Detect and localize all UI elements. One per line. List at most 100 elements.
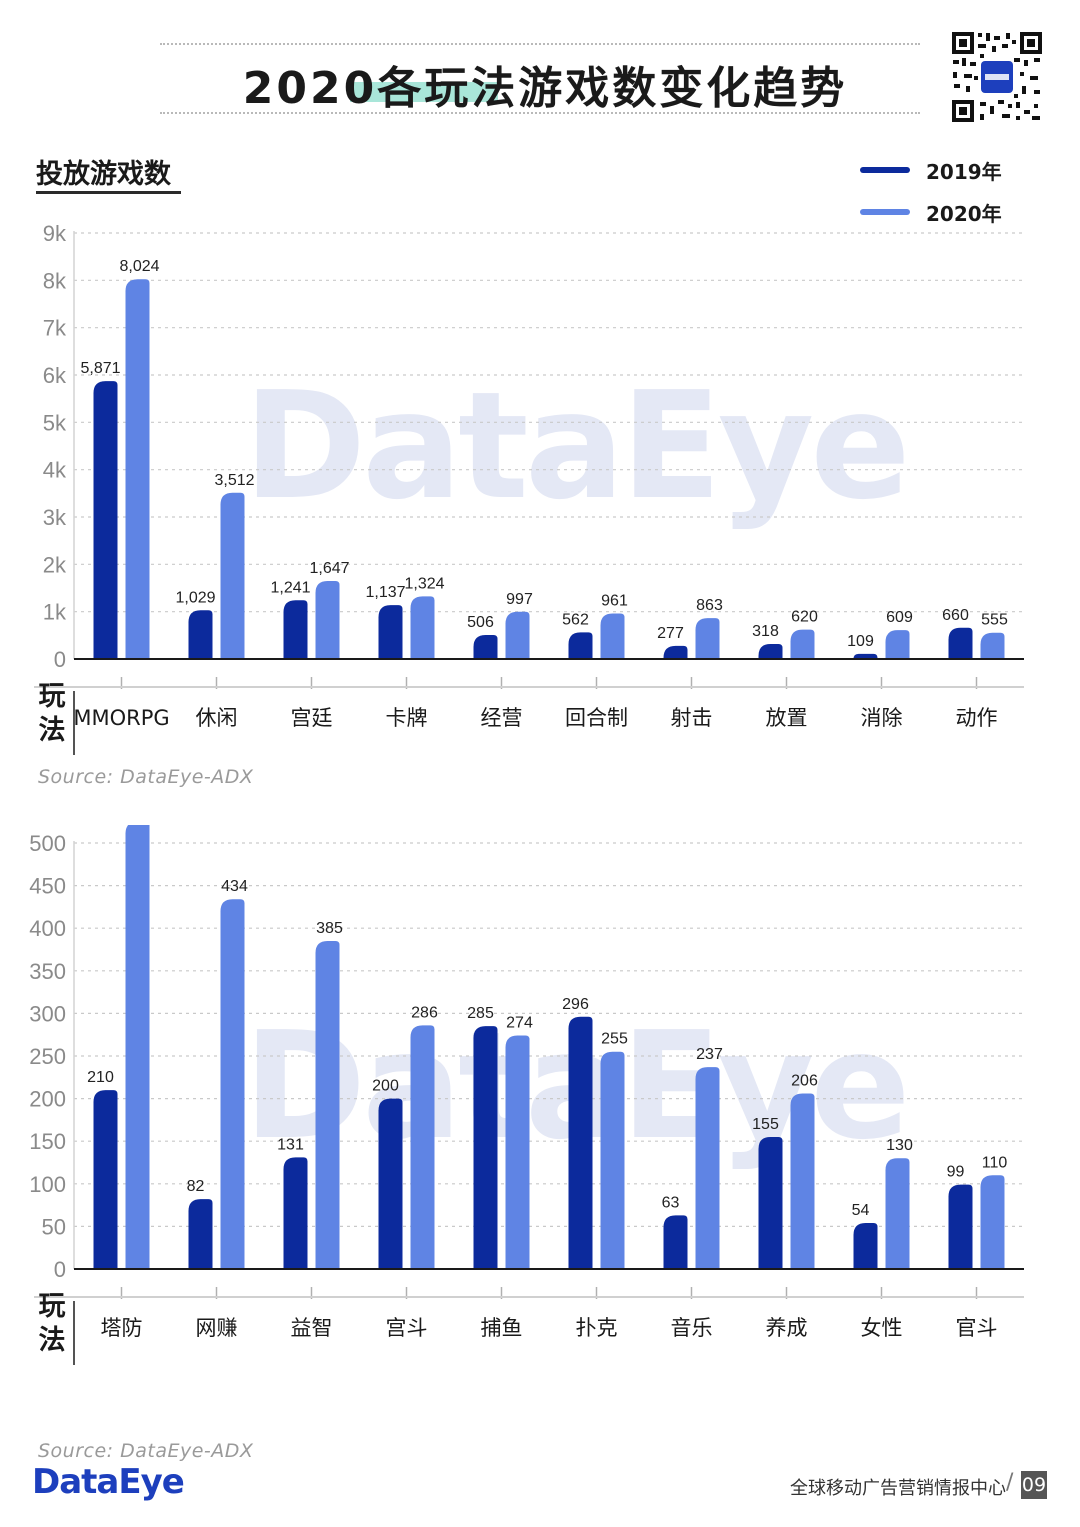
y-tick-label: 3k bbox=[43, 505, 67, 530]
y-tick-label: 6k bbox=[43, 363, 67, 388]
section-title: 投放游戏数 bbox=[36, 159, 171, 190]
bar-2019年 bbox=[853, 1222, 878, 1269]
x-axis-label: 玩 bbox=[39, 1291, 66, 1322]
data-label: 660 bbox=[942, 607, 969, 624]
category-label: 宫斗 bbox=[386, 1316, 428, 1340]
bar-2020年 bbox=[410, 1025, 435, 1269]
data-label: 997 bbox=[506, 591, 533, 608]
category-label: 动作 bbox=[956, 706, 998, 730]
bar-2020年 bbox=[600, 1051, 625, 1269]
y-tick-label: 5k bbox=[43, 410, 67, 435]
data-label: 82 bbox=[187, 1178, 205, 1195]
footer-brand-logo: DataEye bbox=[32, 1462, 185, 1502]
bar-2020年 bbox=[220, 492, 245, 659]
bar-2019年 bbox=[283, 1157, 308, 1269]
bar-2019年 bbox=[283, 600, 308, 659]
category-label: 消除 bbox=[861, 706, 903, 730]
data-label: 555 bbox=[981, 612, 1008, 629]
bar-2020年 bbox=[125, 279, 150, 659]
data-label: 206 bbox=[791, 1072, 818, 1089]
qr-code-icon bbox=[950, 30, 1044, 124]
bar-2019年 bbox=[188, 610, 213, 659]
category-label: 经营 bbox=[481, 706, 523, 730]
title-bottom-rule bbox=[160, 112, 920, 114]
data-label: 109 bbox=[847, 633, 874, 650]
y-tick-label: 2k bbox=[43, 552, 67, 577]
data-label: 961 bbox=[601, 593, 628, 610]
category-label: MMORPG bbox=[73, 706, 169, 730]
footer-separator: / bbox=[1006, 1470, 1014, 1495]
x-axis-label: 玩 bbox=[39, 681, 66, 712]
data-label: 1,029 bbox=[175, 589, 215, 606]
footer-text: 全球移动广告营销情报中心 bbox=[790, 1478, 1006, 1499]
bar-2020年 bbox=[790, 1093, 815, 1269]
bar-2020年 bbox=[980, 632, 1005, 659]
data-label: 1,137 bbox=[365, 584, 405, 601]
category-label: 扑克 bbox=[576, 1316, 618, 1340]
y-tick-label: 250 bbox=[29, 1044, 66, 1069]
data-label: 434 bbox=[221, 878, 248, 895]
category-label: 捕鱼 bbox=[481, 1316, 523, 1340]
data-label: 277 bbox=[657, 625, 684, 642]
category-label: 宫廷 bbox=[291, 706, 333, 730]
title-highlight bbox=[350, 82, 498, 102]
bar-2020年 bbox=[410, 596, 435, 659]
data-label: 863 bbox=[696, 597, 723, 614]
y-tick-label: 500 bbox=[29, 831, 66, 856]
y-tick-label: 200 bbox=[29, 1087, 66, 1112]
bar-2019年 bbox=[758, 643, 783, 659]
category-label: 网赚 bbox=[196, 1316, 238, 1340]
data-label: 274 bbox=[506, 1015, 533, 1032]
category-label: 回合制 bbox=[565, 706, 628, 730]
bar-2020年 bbox=[220, 899, 245, 1269]
data-label: 609 bbox=[886, 609, 913, 626]
page-title: 2020各玩法游戏数变化趋势 bbox=[242, 63, 848, 114]
bar-2020年 bbox=[315, 581, 340, 659]
data-label: 1,647 bbox=[309, 560, 349, 577]
data-label: 1,324 bbox=[404, 575, 444, 592]
bar-2019年 bbox=[948, 627, 973, 659]
legend-swatch-2019 bbox=[860, 167, 910, 173]
bar-2020年 bbox=[315, 940, 340, 1269]
chart-top: DataEye 0 1k 2k 3k 4k 5k 6k 7k 8k 9k 5,871 8,024 MMOR… bbox=[34, 221, 1024, 755]
chart-bottom: DataEye050100150200250300350400450500210… bbox=[29, 825, 1024, 1365]
bar-2020年 bbox=[600, 613, 625, 659]
bar-2019年 bbox=[188, 1199, 213, 1269]
legend-label-2020: 2020年 bbox=[926, 201, 1002, 226]
bar-2020年 bbox=[695, 618, 720, 659]
y-tick-label: 50 bbox=[42, 1214, 66, 1239]
y-tick-label: 350 bbox=[29, 959, 66, 984]
bar-2020年 bbox=[885, 630, 910, 659]
bar-2020年 bbox=[980, 1175, 1005, 1269]
data-label: 286 bbox=[411, 1004, 438, 1021]
data-label: 63 bbox=[662, 1194, 680, 1211]
bar-2019年 bbox=[378, 1098, 403, 1269]
page-number: 09 bbox=[1021, 1471, 1047, 1499]
category-label: 射击 bbox=[671, 706, 713, 730]
data-label: 200 bbox=[372, 1078, 399, 1095]
data-label: 54 bbox=[852, 1202, 870, 1219]
data-label: 8,024 bbox=[119, 258, 159, 275]
data-label: 385 bbox=[316, 920, 343, 937]
bar-2020年 bbox=[885, 1158, 910, 1269]
bar-2020年 bbox=[790, 629, 815, 659]
bar-2019年 bbox=[93, 381, 118, 659]
bar-2020年 bbox=[695, 1067, 720, 1269]
bar-2020年 bbox=[505, 1035, 530, 1269]
y-tick-label: 0 bbox=[54, 647, 66, 672]
bar-2019年 bbox=[473, 1026, 498, 1269]
category-label: 休闲 bbox=[196, 706, 238, 730]
legend-item-2020: 2020年 bbox=[860, 199, 1002, 226]
source-note-bottom: Source: DataEye-ADX bbox=[38, 1440, 254, 1462]
y-tick-label: 7k bbox=[43, 316, 67, 341]
bar-2019年 bbox=[758, 1136, 783, 1269]
y-tick-label: 150 bbox=[29, 1129, 66, 1154]
x-axis-label: 法 bbox=[39, 715, 66, 746]
y-tick-label: 100 bbox=[29, 1172, 66, 1197]
data-label: 620 bbox=[791, 609, 818, 626]
bar-2019年 bbox=[378, 605, 403, 659]
data-label: 237 bbox=[696, 1046, 723, 1063]
data-label: 5,871 bbox=[80, 360, 120, 377]
watermark-text: DataEye bbox=[243, 360, 906, 532]
y-tick-label: 9k bbox=[43, 221, 67, 246]
